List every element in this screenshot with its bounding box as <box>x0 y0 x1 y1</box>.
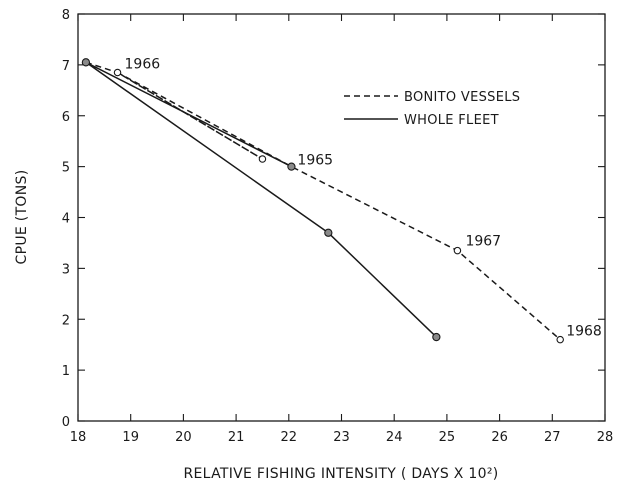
x-tick-label: 28 <box>597 430 614 445</box>
x-tick-label: 18 <box>70 430 87 445</box>
year-label-1968: 1968 <box>566 324 602 340</box>
x-axis-title: RELATIVE FISHING INTENSITY ( DAYS X 10²) <box>183 466 498 482</box>
data-point-whole-fleet <box>81 58 91 67</box>
data-point-whole-fleet <box>432 332 441 342</box>
year-label-1966: 1966 <box>125 57 161 73</box>
series-layer <box>81 58 564 344</box>
year-label-1967: 1967 <box>465 234 501 250</box>
y-tick-label: 4 <box>62 212 70 227</box>
data-point-bonito-vessels <box>113 68 122 77</box>
y-tick-label: 6 <box>62 110 70 125</box>
x-tick-label: 23 <box>333 430 350 445</box>
y-tick-label: 2 <box>62 313 70 328</box>
x-tick-label: 19 <box>122 430 139 445</box>
x-tick-label: 21 <box>228 430 245 445</box>
data-point-whole-fleet <box>324 228 333 237</box>
legend: BONITO VESSELS WHOLE FLEET <box>344 90 520 128</box>
y-tick-label: 1 <box>62 364 70 379</box>
x-tick-label: 25 <box>439 430 456 445</box>
data-point-whole-fleet <box>287 162 296 171</box>
legend-label-whole-fleet: WHOLE FLEET <box>404 113 499 128</box>
data-point-bonito-vessels <box>453 246 462 255</box>
y-tick-label: 0 <box>62 415 70 430</box>
y-tick-label: 7 <box>62 59 70 74</box>
x-tick-label: 27 <box>544 430 561 445</box>
y-tick-label: 3 <box>62 262 70 277</box>
data-point-bonito-vessels <box>258 155 267 163</box>
year-label-1965: 1965 <box>297 153 333 169</box>
x-tick-label: 22 <box>281 430 298 445</box>
y-axis-title: CPUE (TONS) <box>14 170 30 265</box>
y-tick-label: 5 <box>62 161 70 176</box>
series-line-whole-fleet <box>85 61 437 338</box>
legend-label-bonito-vessels: BONITO VESSELS <box>404 90 520 105</box>
x-tick-label: 20 <box>175 430 192 445</box>
x-tick-label: 24 <box>386 430 403 445</box>
point-label-layer: 1966 1965 1967 1968 <box>125 57 602 340</box>
x-tick-label: 26 <box>491 430 508 445</box>
y-tick-label: 8 <box>62 8 70 23</box>
plot-frame <box>77 13 606 422</box>
data-point-bonito-vessels <box>556 335 564 344</box>
